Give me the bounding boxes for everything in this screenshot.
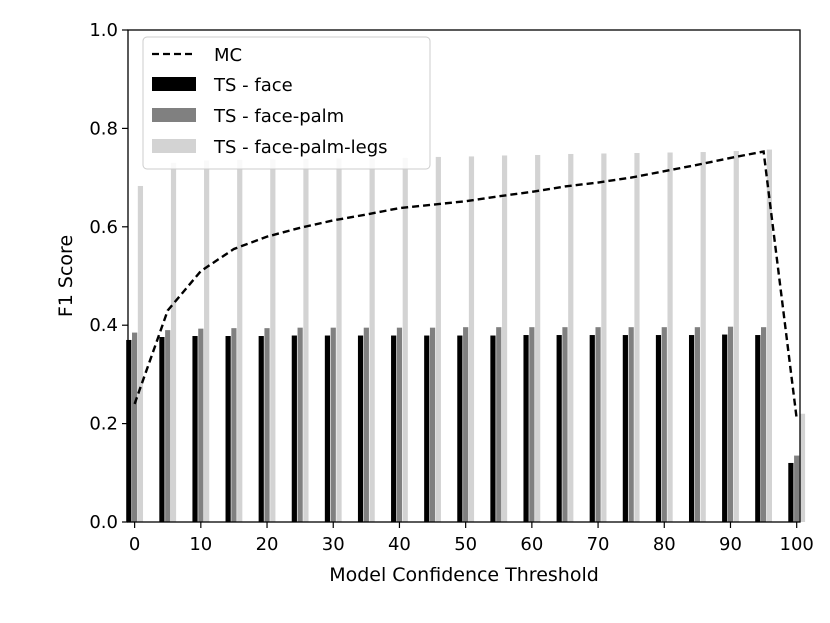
bar-ts-face-palm-15: [231, 328, 237, 522]
x-tick-label-0: 0: [129, 534, 140, 555]
bar-ts-face-90: [722, 334, 728, 522]
x-tick-label-10: 10: [189, 534, 212, 555]
y-axis-ticks: 0.0 0.2 0.4 0.6 0.8 1.0: [89, 20, 128, 533]
x-tick-label-80: 80: [653, 534, 676, 555]
bar-ts-face-palm-60: [529, 327, 535, 522]
bar-ts-face-0: [126, 339, 132, 522]
bar-ts-face-palm-5: [165, 330, 171, 522]
x-tick-label-60: 60: [520, 534, 543, 555]
bar-ts-face-palm-legs-30: [336, 158, 342, 522]
bar-ts-face-palm-legs-85: [700, 152, 706, 522]
legend-label-mc: MC: [214, 45, 242, 66]
x-tick-label-100: 100: [780, 534, 814, 555]
y-tick-label-0.2: 0.2: [89, 414, 118, 435]
bar-ts-face-palm-0: [132, 332, 138, 522]
bar-ts-face-palm-75: [628, 327, 634, 522]
bar-ts-face-palm-legs-15: [237, 159, 243, 522]
bar-ts-face-10: [192, 336, 198, 522]
bar-ts-face-palm-25: [297, 327, 303, 522]
bar-ts-face-palm-95: [760, 327, 767, 522]
y-tick-label-0.8: 0.8: [89, 118, 118, 139]
bar-ts-face-palm-85: [694, 327, 700, 522]
bar-ts-face-palm-legs-100: [799, 413, 806, 522]
x-tick-label-30: 30: [322, 534, 345, 555]
y-tick-label-1.0: 1.0: [89, 20, 118, 41]
bar-ts-face-50: [457, 335, 463, 522]
y-tick-label-0.6: 0.6: [89, 217, 118, 238]
bar-ts-face-palm-70: [595, 327, 601, 522]
bar-ts-face-palm-100: [794, 455, 800, 522]
bar-ts-face-100: [788, 462, 794, 522]
bar-marks: [126, 149, 806, 523]
bar-ts-face-palm-legs-95: [766, 149, 772, 522]
bar-ts-face-15: [225, 336, 231, 522]
bar-ts-face-palm-legs-90: [733, 151, 739, 522]
y-tick-label-0.4: 0.4: [89, 315, 118, 336]
bar-ts-face-palm-40: [396, 327, 403, 522]
bar-ts-face-palm-35: [363, 327, 369, 522]
bar-ts-face-palm-legs-75: [634, 153, 640, 522]
bar-ts-face-palm-65: [562, 327, 568, 522]
y-tick-label-0.0: 0.0: [89, 512, 118, 533]
y-axis-label: F1 Score: [55, 235, 77, 317]
axes-frame: [127, 29, 801, 523]
legend-label-ts-face: TS - face: [213, 75, 293, 96]
bar-ts-face-palm-legs-35: [369, 158, 375, 522]
bar-ts-face-palm-legs-5: [170, 162, 177, 522]
line-mc: [133, 150, 798, 419]
bar-ts-face-65: [556, 335, 562, 522]
bar-ts-face-25: [291, 335, 297, 522]
bar-ts-face-palm-legs-50: [468, 156, 475, 522]
bar-ts-face-palm-80: [661, 327, 667, 522]
bar-ts-face-palm-90: [727, 326, 734, 522]
line-marks: [133, 150, 798, 419]
legend-swatch-ts-face-palm-legs: [152, 139, 196, 153]
legend-label-ts-face-palm: TS - face-palm: [213, 106, 344, 127]
bar-ts-face-palm-legs-20: [270, 159, 276, 522]
bar-ts-face-45: [424, 335, 430, 522]
bar-ts-face-palm-45: [429, 327, 436, 522]
bar-ts-face-palm-legs-45: [435, 156, 441, 522]
bar-ts-face-palm-30: [330, 327, 336, 522]
bar-ts-face-palm-50: [463, 327, 469, 522]
bar-ts-face-palm-legs-10: [204, 160, 210, 522]
bar-ts-face-palm-legs-80: [667, 152, 673, 522]
bar-ts-face-palm-legs-55: [501, 155, 508, 522]
x-tick-label-40: 40: [388, 534, 411, 555]
bar-ts-face-95: [755, 335, 761, 522]
x-tick-label-50: 50: [454, 534, 477, 555]
x-tick-label-70: 70: [587, 534, 610, 555]
bar-ts-face-palm-20: [264, 328, 270, 522]
bar-ts-face-palm-legs-25: [303, 158, 309, 522]
bar-ts-face-palm-55: [496, 327, 502, 522]
x-axis-label: Model Confidence Threshold: [329, 564, 599, 586]
bar-ts-face-palm-legs-40: [402, 157, 408, 523]
bar-ts-face-20: [258, 336, 264, 522]
legend-swatch-ts-face-palm: [152, 108, 196, 122]
bar-ts-face-75: [622, 335, 628, 522]
bar-ts-face-40: [391, 335, 397, 522]
legend-swatch-ts-face: [152, 77, 196, 91]
bar-ts-face-palm-legs-70: [601, 153, 607, 523]
x-axis-ticks: 0 10 20 30 40 50 60 70 80 90 100: [129, 522, 814, 555]
bar-ts-face-palm-legs-65: [568, 153, 574, 523]
legend-label-ts-face-palm-legs: TS - face-palm-legs: [213, 137, 388, 158]
bar-ts-face-30: [324, 335, 331, 522]
bar-ts-face-35: [357, 335, 364, 522]
bar-ts-face-80: [655, 335, 662, 522]
bar-ts-face-palm-legs-60: [535, 154, 541, 522]
x-tick-label-90: 90: [719, 534, 742, 555]
bar-ts-face-60: [523, 335, 529, 522]
x-tick-label-20: 20: [256, 534, 279, 555]
legend: MC TS - face TS - face-palm TS - face-pa…: [142, 36, 431, 170]
bar-ts-face-palm-10: [198, 328, 204, 522]
bar-ts-face-85: [688, 335, 695, 522]
bar-ts-face-55: [490, 335, 496, 522]
legend-frame: [142, 36, 431, 170]
bar-ts-face-5: [159, 337, 165, 522]
bar-ts-face-palm-legs-0: [137, 185, 144, 522]
bar-ts-face-70: [589, 335, 595, 522]
